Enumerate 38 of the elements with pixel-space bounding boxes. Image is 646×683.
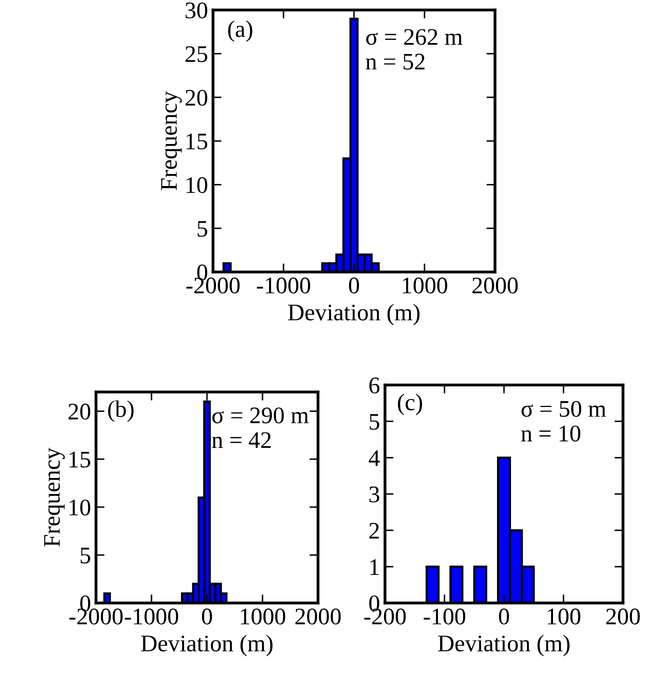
y-tick-label: 1 — [370, 559, 379, 575]
x-axis-title: Deviation (m) — [141, 634, 273, 656]
y-tick-label: 15 — [186, 134, 208, 150]
annotation: σ = 290 m n = 42 — [212, 407, 309, 448]
y-tick-label: 25 — [186, 46, 208, 62]
annotation: σ = 50 m n = 10 — [521, 400, 606, 442]
x-tick-label: -100 — [424, 608, 466, 624]
annotation: σ = 262 m n = 52 — [366, 29, 462, 70]
y-tick-label: 5 — [80, 548, 90, 564]
y-tick-label: 2 — [369, 522, 379, 539]
y-tick-label: 20 — [68, 404, 90, 420]
annotation: (b) — [108, 400, 134, 422]
x-axis-title: Deviation (m) — [288, 304, 420, 326]
x-tick-label: 2000 — [472, 278, 518, 294]
y-tick-label: 6 — [369, 378, 380, 394]
y-axis-title: Frequency — [44, 448, 65, 547]
y-tick-label: 5 — [198, 221, 208, 237]
x-tick-label: 0 — [498, 608, 510, 624]
annotation: (c) — [398, 394, 422, 416]
x-tick-label: -1000 — [124, 608, 178, 624]
annotation: (a) — [228, 20, 252, 42]
x-axis-title: Deviation (m) — [438, 634, 570, 656]
y-tick-label: 15 — [70, 452, 90, 468]
x-tick-label: 1000 — [402, 278, 448, 294]
y-tick-label: 20 — [186, 90, 208, 106]
x-tick-label: 200 — [606, 608, 640, 624]
y-tick-label: 5 — [370, 414, 380, 430]
y-axis-title: Frequency — [161, 91, 182, 190]
y-tick-label: 30 — [186, 2, 208, 18]
x-tick-label: 1000 — [240, 608, 286, 624]
x-tick-label: 0 — [348, 278, 360, 294]
x-tick-label: -1000 — [256, 278, 310, 294]
x-tick-label: 100 — [548, 608, 580, 624]
y-tick-label: 4 — [368, 450, 380, 466]
y-tick-label: 3 — [369, 486, 380, 502]
x-tick-label: 2000 — [295, 608, 341, 624]
y-tick-label: 10 — [70, 500, 90, 516]
y-tick-label: 10 — [186, 177, 208, 194]
